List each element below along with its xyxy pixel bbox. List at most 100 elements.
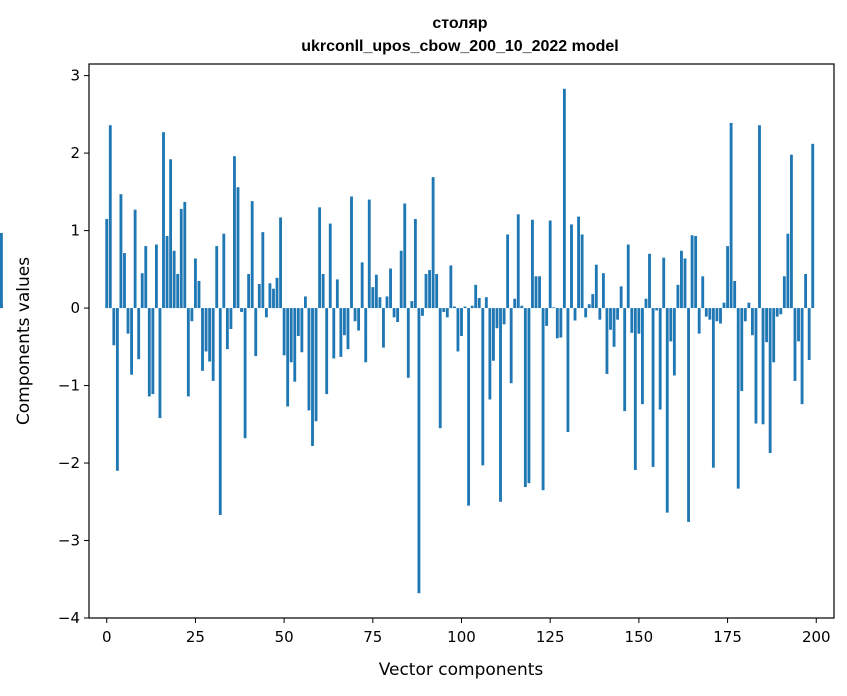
bar-46	[268, 283, 272, 309]
bar-13	[151, 308, 155, 395]
bar-47	[272, 288, 275, 309]
bar-179	[740, 308, 744, 391]
bar-97	[449, 265, 453, 309]
bar-71	[357, 308, 361, 331]
bar-131	[570, 224, 573, 309]
bar-177	[733, 280, 737, 309]
bar-126	[552, 307, 556, 309]
bar-30	[211, 308, 215, 381]
bar-138	[594, 264, 598, 309]
bar-5	[123, 253, 126, 309]
bar-38	[240, 308, 243, 312]
bar-117	[520, 305, 524, 309]
x-tick-label: 75	[363, 628, 382, 646]
bar-176	[729, 122, 733, 309]
bar-1	[108, 125, 112, 309]
bar-87	[413, 218, 417, 309]
bar-94	[438, 308, 442, 429]
bar-34	[225, 308, 229, 350]
bar-114	[509, 308, 513, 384]
bar-188	[772, 308, 776, 363]
bar-178	[736, 308, 740, 489]
bar-170	[708, 308, 712, 320]
bar-68	[346, 308, 350, 350]
bar-44	[261, 232, 265, 309]
y-tick-label: −3	[58, 532, 80, 550]
bar-109	[492, 308, 495, 361]
bar-28	[204, 308, 208, 352]
bar-29	[208, 308, 212, 362]
bar-173	[719, 308, 722, 324]
bar-76	[374, 274, 378, 309]
bar-180	[743, 308, 747, 322]
bar-154	[651, 308, 655, 467]
bar-125	[548, 220, 552, 309]
bar-86	[410, 301, 414, 309]
bar-148	[630, 308, 634, 333]
bar-10	[140, 273, 144, 309]
bar-119	[527, 308, 531, 484]
y-tick-label: −4	[58, 609, 80, 627]
bar-137	[591, 294, 595, 309]
bar-144	[616, 308, 620, 320]
bar-161	[676, 284, 680, 309]
bar-77	[378, 297, 382, 309]
y-tick-label: −2	[58, 454, 80, 472]
bar-199	[811, 143, 815, 309]
bar-82	[396, 308, 400, 323]
y-tick-label: 1	[70, 222, 80, 240]
x-tick-label: 100	[447, 628, 476, 646]
bar-135	[584, 308, 588, 318]
x-tick-label: 150	[625, 628, 654, 646]
bar-116	[516, 214, 520, 309]
bar-190	[779, 308, 783, 315]
bar-197	[804, 273, 808, 309]
bar-111	[499, 308, 502, 502]
bar-120	[531, 219, 534, 309]
bar-181	[747, 302, 751, 309]
bar-155	[655, 308, 659, 311]
bar-84	[403, 203, 407, 309]
bar-88	[417, 308, 421, 594]
bar-25	[194, 258, 197, 309]
bar-136	[587, 304, 591, 309]
bar-43	[257, 284, 261, 309]
bar-96	[445, 308, 449, 318]
x-tick-label: 175	[713, 628, 742, 646]
bar-182	[750, 308, 754, 336]
bar-69	[350, 196, 353, 309]
bar-27	[201, 308, 204, 371]
x-axis: 0 25 50 75 100 125 150 175 200	[102, 618, 831, 646]
bar-140	[601, 273, 605, 309]
bar-75	[371, 287, 375, 309]
bar-78	[382, 308, 385, 348]
bar-187	[768, 308, 772, 453]
x-tick-label: 200	[802, 628, 831, 646]
bar-2	[112, 308, 116, 346]
bar-159	[669, 308, 673, 342]
bar-127	[555, 308, 559, 339]
bar-74	[367, 199, 371, 309]
bar-64	[332, 308, 336, 359]
bar-134	[580, 234, 584, 309]
bar-115	[513, 298, 517, 309]
bar-169	[704, 308, 708, 317]
bar-91	[428, 270, 431, 309]
bar-163	[683, 258, 687, 309]
bar-51	[286, 308, 290, 407]
bar-166	[694, 236, 698, 309]
bar-16	[162, 132, 165, 309]
bar-62	[325, 308, 329, 395]
bar-79	[385, 296, 389, 309]
bar-85	[406, 308, 410, 378]
bar-40	[247, 273, 251, 309]
bar-107	[484, 297, 488, 309]
bar-196	[800, 308, 804, 405]
bar-110	[495, 308, 499, 329]
bar-4	[119, 194, 123, 309]
bar-6	[126, 308, 130, 334]
bar-81	[392, 308, 396, 318]
bar-165	[690, 235, 694, 309]
bar-150	[637, 308, 641, 334]
bar-141	[605, 308, 609, 374]
